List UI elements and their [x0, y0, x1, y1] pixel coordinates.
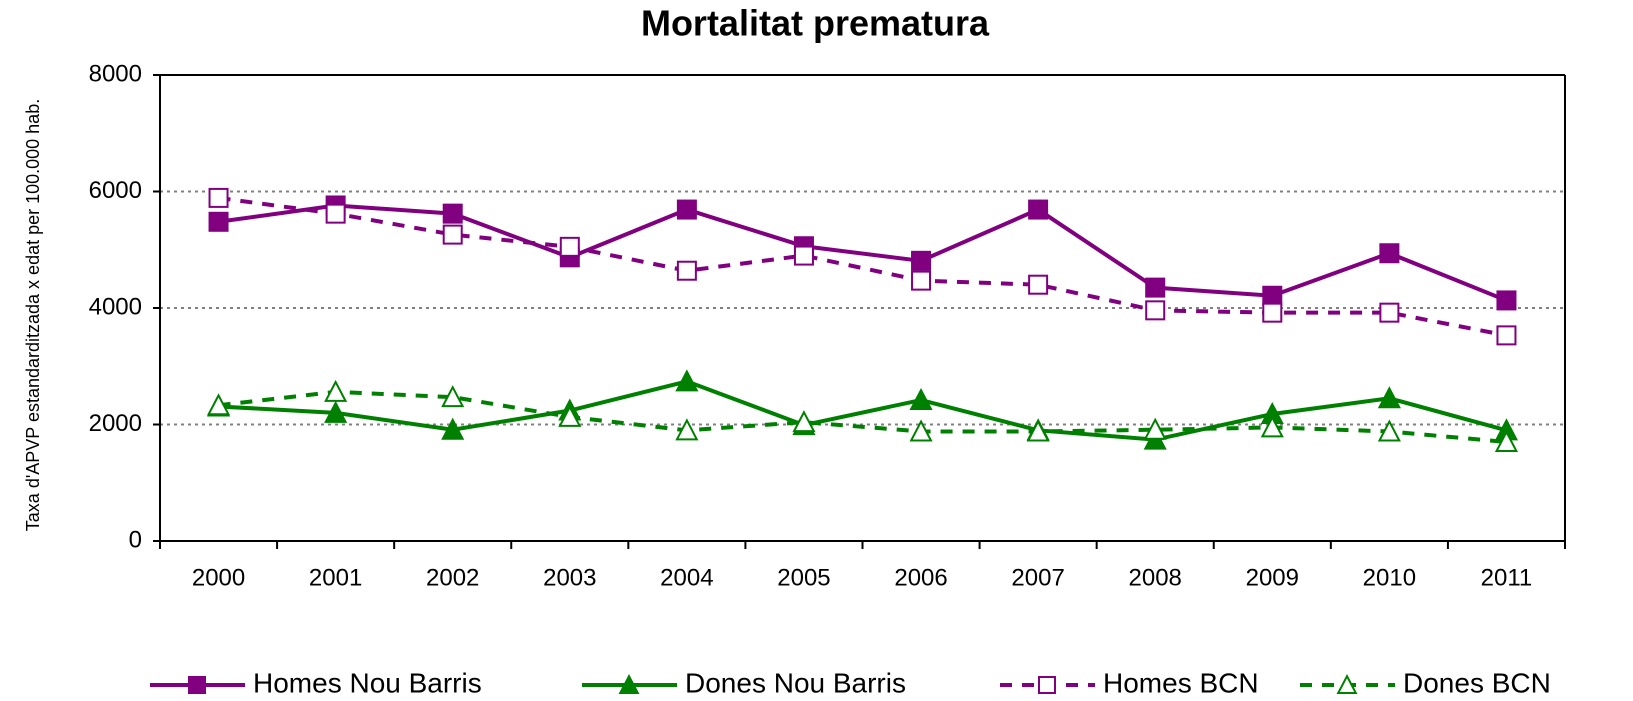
data-point [1145, 277, 1166, 298]
data-point [1026, 419, 1050, 442]
x-tick-label: 2003 [543, 564, 596, 591]
series-line [218, 379, 1507, 442]
data-point [1260, 415, 1284, 438]
data-point [1379, 243, 1400, 264]
data-point [208, 187, 229, 208]
data-point [1377, 386, 1401, 409]
series-line [218, 195, 1507, 338]
x-tick-label: 2006 [894, 564, 947, 591]
x-tick-label: 2007 [1011, 564, 1064, 591]
data-point [676, 199, 697, 220]
y-tick-label: 8000 [89, 60, 142, 87]
data-point [442, 203, 463, 224]
data-point [1377, 419, 1401, 442]
x-tick-label: 2000 [192, 564, 245, 591]
legend-marker [188, 676, 206, 694]
legend-label: Dones Nou Barris [685, 667, 906, 698]
y-axis-label: Taxa d'APVP estandarditzada x edat per 1… [23, 99, 43, 531]
y-tick-label: 6000 [89, 177, 142, 204]
data-point [324, 400, 348, 423]
series-line [218, 203, 1508, 303]
legend-marker [618, 674, 640, 694]
data-point [911, 270, 932, 291]
data-point [206, 393, 231, 416]
x-tick-label: 2008 [1129, 564, 1182, 591]
legend-label: Dones BCN [1403, 667, 1551, 698]
chart-title: Mortalitat prematura [641, 3, 990, 44]
x-tick-label: 2004 [660, 564, 713, 591]
data-point [675, 418, 699, 441]
data-point [909, 387, 933, 411]
data-point [1143, 417, 1167, 440]
x-tick-label: 2011 [1481, 564, 1533, 591]
legend-label: Homes Nou Barris [253, 667, 482, 698]
data-point [441, 385, 465, 408]
data-point [1262, 285, 1283, 306]
legend-label: Homes BCN [1103, 667, 1259, 698]
data-point [792, 410, 816, 433]
data-point [1028, 199, 1049, 220]
data-point [559, 236, 580, 257]
x-tick-label: 2001 [309, 564, 362, 591]
y-tick-label: 4000 [89, 293, 142, 320]
data-point [909, 419, 933, 442]
legend-marker [1336, 674, 1358, 694]
data-point [911, 250, 932, 271]
legend-marker [1038, 676, 1056, 694]
data-point [1379, 302, 1400, 323]
x-tick-label: 2005 [777, 564, 830, 591]
data-point [1496, 290, 1517, 311]
data-point [324, 379, 348, 402]
x-tick-label: 2002 [426, 564, 479, 591]
data-point [558, 404, 582, 427]
data-point [1145, 300, 1166, 321]
data-point [325, 203, 346, 224]
data-point [1262, 302, 1283, 323]
y-tick-label: 0 [129, 526, 142, 553]
data-point [1494, 429, 1519, 452]
data-point [793, 245, 814, 266]
data-point [675, 369, 699, 392]
data-point [441, 417, 465, 440]
data-point [1496, 325, 1517, 346]
data-point [208, 211, 229, 232]
series-line [218, 389, 1507, 444]
data-point [676, 260, 697, 281]
data-point [1028, 274, 1049, 295]
x-tick-label: 2009 [1246, 564, 1299, 591]
data-point [442, 224, 463, 245]
y-tick-label: 2000 [89, 410, 142, 437]
x-tick-label: 2010 [1363, 564, 1416, 591]
